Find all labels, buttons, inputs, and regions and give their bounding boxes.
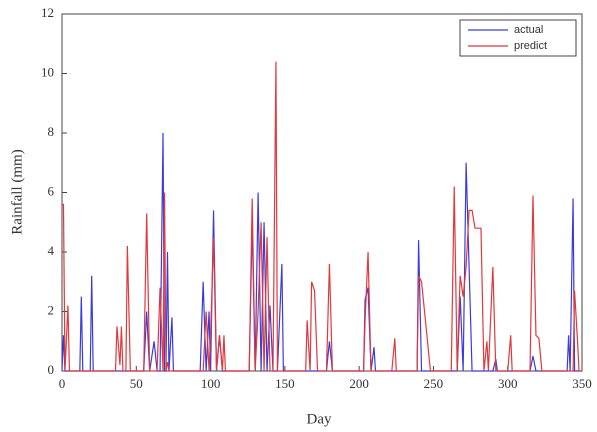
x-tick-label: 300 [498,376,518,391]
y-tick-label: 2 [48,302,55,317]
x-tick-label: 150 [275,376,295,391]
y-tick-label: 0 [48,362,55,377]
y-tick-label: 4 [48,243,55,258]
y-axis-label: Rainfall (mm) [9,149,25,234]
legend-label: actual [514,24,543,36]
series-line [62,61,582,372]
x-tick-label: 0 [59,376,66,391]
y-tick-label: 8 [48,124,55,139]
y-tick-label: 6 [48,183,55,198]
y-tick-label: 12 [41,5,54,20]
legend-box [459,19,577,57]
x-tick-label: 200 [349,376,369,391]
x-tick-label: 250 [424,376,444,391]
y-tick-label: 10 [41,64,54,79]
x-tick-label: 50 [130,376,143,391]
x-tick-label: 100 [201,376,221,391]
legend-label: predict [514,40,547,52]
x-axis-label: Day [307,411,332,427]
x-tick-label: 350 [572,376,592,391]
plot-area [61,13,583,372]
